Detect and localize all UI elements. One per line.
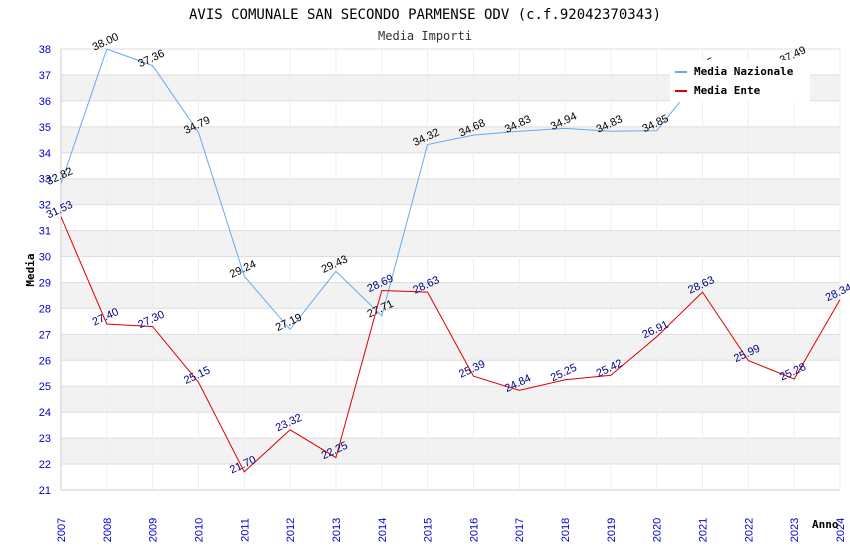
y-tick-label: 31 [39, 226, 51, 238]
y-tick-label: 22 [39, 459, 51, 471]
x-axis-title: Anno [812, 518, 839, 531]
x-tick-label: 2009 [148, 518, 160, 542]
y-tick-label: 34 [39, 148, 51, 160]
x-tick-label: 2021 [698, 518, 710, 542]
x-tick-label: 2010 [193, 518, 205, 542]
grid-lines [61, 48, 840, 491]
data-label: 27.19 [274, 311, 304, 334]
x-grid-lines [60, 49, 841, 490]
grid-bands [61, 74, 840, 465]
grid-band [61, 230, 840, 257]
grid-band [61, 438, 840, 465]
data-label: 27.40 [91, 306, 121, 329]
x-tick-label: 2007 [56, 518, 68, 542]
x-tick-label: 2014 [377, 518, 389, 542]
y-tick-label: 27 [39, 329, 51, 341]
legend-background [670, 60, 810, 102]
y-tick-label: 33 [39, 174, 51, 186]
x-tick-label: 2024 [835, 518, 847, 542]
y-axis-title: Media [24, 253, 37, 286]
legend-label-media-nazionale: Media Nazionale [694, 65, 794, 78]
grid-band [61, 282, 840, 309]
data-label: 25.39 [457, 358, 487, 381]
y-tick-label: 26 [39, 355, 51, 367]
y-tick-label: 30 [39, 252, 51, 264]
series-line [60, 216, 841, 473]
chart-subtitle: Media Importi [378, 29, 472, 43]
x-tick-label: 2020 [652, 518, 664, 542]
x-tick-label: 2013 [331, 518, 343, 542]
data-label: 38.00 [91, 31, 121, 54]
y-tick-label: 23 [39, 433, 51, 445]
data-label: 37.36 [136, 48, 166, 71]
x-tick-label: 2015 [423, 518, 435, 542]
y-tick-label: 38 [39, 44, 51, 56]
y-tick-label: 36 [39, 96, 51, 108]
y-tick-label: 35 [39, 122, 51, 134]
x-tick-label: 2017 [514, 518, 526, 542]
grid-band [61, 334, 840, 361]
y-tick-label: 28 [39, 303, 51, 315]
x-tick-label: 2018 [560, 518, 572, 542]
x-tick-label: 2012 [285, 518, 297, 542]
y-tick-labels: 21 22 23 24 25 26 27 28 29 30 31 32 33 34 35 36 37 38 [39, 44, 51, 497]
data-label: 29.24 [228, 258, 258, 281]
y-tick-label: 32 [39, 200, 51, 212]
grid-band [61, 386, 840, 413]
chart-title: AVIS COMUNALE SAN SECONDO PARMENSE ODV (… [189, 7, 661, 23]
data-label: 27.30 [136, 309, 166, 332]
legend-label-media-ente: Media Ente [694, 84, 761, 97]
x-tick-label: 2019 [606, 518, 618, 542]
x-tick-label: 2023 [789, 518, 801, 542]
legend: Media Nazionale Media Ente [670, 60, 810, 102]
data-label: 25.28 [778, 361, 808, 384]
x-tick-labels: 2007 2008 2009 2010 2011 2012 2013 2014 2015 2016… [56, 518, 847, 542]
y-tick-label: 37 [39, 70, 51, 82]
x-tick-label: 2008 [102, 518, 114, 542]
y-tick-label: 29 [39, 277, 51, 289]
data-label: 25.25 [549, 362, 579, 385]
x-tick-label: 2016 [468, 518, 480, 542]
grid-band [61, 178, 840, 205]
y-tick-label: 24 [39, 407, 51, 419]
x-tick-label: 2011 [239, 518, 251, 542]
x-tick-label: 2022 [743, 518, 755, 542]
y-tick-label: 21 [39, 485, 51, 497]
y-tick-label: 25 [39, 381, 51, 393]
